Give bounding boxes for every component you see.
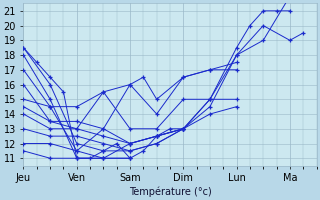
X-axis label: Température (°c): Température (°c) <box>129 186 212 197</box>
